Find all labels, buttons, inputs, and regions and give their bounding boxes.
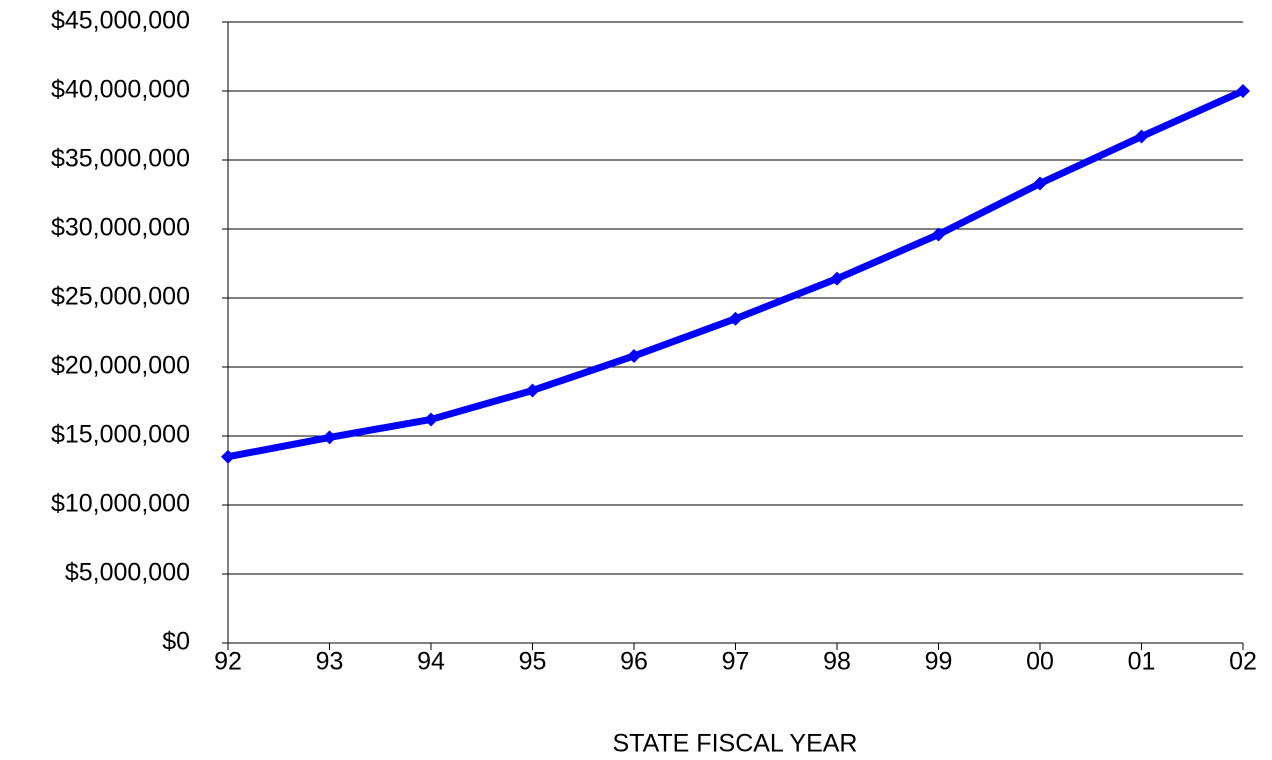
x-tick-label: 99 [925, 648, 953, 676]
x-tick-label: 93 [316, 648, 344, 676]
x-tick-label: 01 [1128, 648, 1156, 676]
y-tick-label: $25,000,000 [51, 283, 190, 311]
x-tick-label: 95 [519, 648, 547, 676]
x-tick-label: 02 [1229, 648, 1257, 676]
x-tick-label: 96 [620, 648, 648, 676]
y-tick-label: $45,000,000 [51, 7, 190, 35]
data-point [322, 430, 337, 445]
data-point [1236, 84, 1250, 98]
data-point [525, 383, 540, 398]
data-point [221, 449, 235, 464]
y-tick-label: $5,000,000 [65, 559, 190, 587]
x-tick-label: 97 [722, 648, 750, 676]
y-tick-label: $30,000,000 [51, 214, 190, 242]
y-tick-label: $10,000,000 [51, 490, 190, 518]
data-point [728, 311, 743, 326]
x-tick-label: 94 [417, 648, 445, 676]
y-tick-label: $35,000,000 [51, 145, 190, 173]
data-point [1134, 129, 1149, 144]
data-point [1033, 176, 1047, 191]
x-axis-label: STATE FISCAL YEAR [613, 730, 858, 758]
data-line [227, 87, 1245, 461]
data-point [830, 271, 844, 286]
x-tick-label: 92 [214, 648, 242, 676]
x-tick-label: 00 [1026, 648, 1054, 676]
data-point [627, 348, 641, 363]
y-tick-label: $0 [162, 628, 190, 656]
y-tick-label: $20,000,000 [51, 352, 190, 380]
y-tick-label: $15,000,000 [51, 421, 190, 449]
x-tick-label: 98 [823, 648, 851, 676]
data-point [424, 412, 438, 427]
y-tick-label: $40,000,000 [51, 76, 190, 104]
data-point [931, 227, 946, 242]
